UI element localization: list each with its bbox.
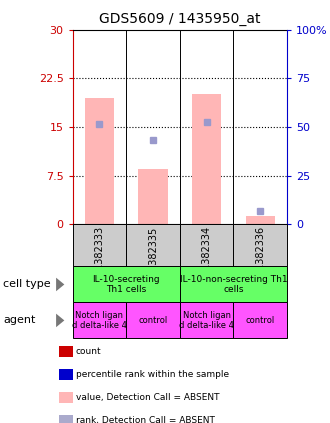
Text: IL-10-non-secreting Th1
cells: IL-10-non-secreting Th1 cells (180, 275, 287, 294)
Polygon shape (56, 278, 64, 291)
Bar (126, 302, 180, 338)
Bar (180, 224, 234, 266)
Bar (180, 302, 234, 338)
Bar (59, 346, 73, 357)
Text: value, Detection Call = ABSENT: value, Detection Call = ABSENT (76, 393, 219, 402)
Bar (59, 415, 73, 423)
Bar (59, 369, 73, 380)
Text: GSM1382334: GSM1382334 (202, 226, 212, 291)
Text: Notch ligan
d delta-like 4: Notch ligan d delta-like 4 (72, 311, 127, 330)
Bar (234, 302, 287, 338)
Text: agent: agent (3, 316, 36, 325)
Text: cell type: cell type (3, 280, 51, 289)
Text: GSM1382335: GSM1382335 (148, 226, 158, 291)
Text: IL-10-secreting
Th1 cells: IL-10-secreting Th1 cells (92, 275, 160, 294)
Text: GSM1382336: GSM1382336 (255, 226, 265, 291)
Bar (73, 302, 126, 338)
Bar (73, 224, 126, 266)
Polygon shape (56, 314, 64, 327)
Text: Notch ligan
d delta-like 4: Notch ligan d delta-like 4 (179, 311, 234, 330)
Bar (73, 266, 180, 302)
Text: control: control (138, 316, 168, 325)
Text: rank, Detection Call = ABSENT: rank, Detection Call = ABSENT (76, 416, 215, 423)
Title: GDS5609 / 1435950_at: GDS5609 / 1435950_at (99, 12, 261, 26)
Bar (126, 224, 180, 266)
Bar (234, 224, 287, 266)
Bar (192, 94, 221, 224)
Text: GSM1382333: GSM1382333 (94, 226, 104, 291)
Bar (85, 98, 114, 224)
Bar (246, 217, 275, 224)
Bar (180, 266, 287, 302)
Text: count: count (76, 346, 102, 356)
Text: control: control (246, 316, 275, 325)
Text: percentile rank within the sample: percentile rank within the sample (76, 370, 229, 379)
Bar (138, 169, 168, 224)
Bar (59, 392, 73, 403)
